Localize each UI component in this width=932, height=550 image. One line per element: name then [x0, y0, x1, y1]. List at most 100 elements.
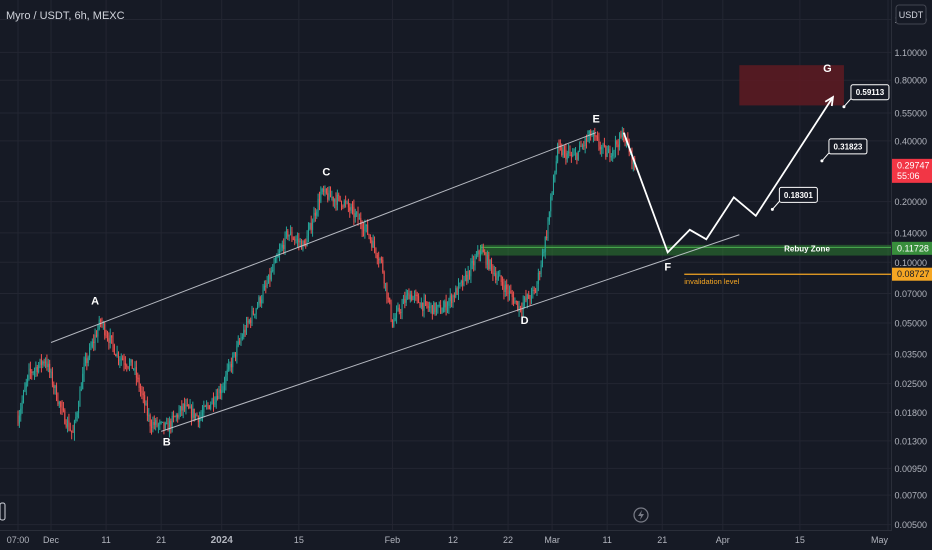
- candle-body: [298, 239, 300, 243]
- candle-body: [287, 230, 289, 237]
- candle-body: [131, 359, 133, 369]
- candle-body: [602, 144, 604, 148]
- tradingview-logo-icon[interactable]: [0, 502, 6, 521]
- candle-body: [475, 255, 477, 258]
- candle-body: [195, 414, 197, 418]
- candle-body: [614, 141, 616, 150]
- candle-body: [620, 133, 622, 138]
- candle-body: [449, 295, 451, 301]
- candle-body: [211, 398, 213, 405]
- price-tick-label: 0.01800: [894, 408, 927, 418]
- time-axis[interactable]: 07:00 Dec 11 21 2024 15 Feb 12 22 Mar 11 21 Apr 15 May: [0, 530, 892, 547]
- candle-body: [223, 383, 225, 387]
- candle-body: [429, 306, 431, 308]
- candle-body: [390, 302, 392, 320]
- candle-body: [409, 294, 411, 300]
- candle-body: [386, 283, 388, 298]
- candle-body: [162, 421, 164, 423]
- candle-body: [598, 138, 600, 147]
- candle-body: [32, 372, 34, 374]
- candle-body: [58, 401, 60, 405]
- replay-icon[interactable]: [633, 507, 649, 523]
- candle-body: [446, 305, 448, 311]
- candle-body: [530, 290, 532, 300]
- candle-body: [262, 289, 264, 300]
- candle-body: [345, 201, 347, 203]
- candle-body: [552, 181, 554, 192]
- price-tick-label: 0.03500: [894, 350, 927, 360]
- candle-body: [307, 229, 309, 236]
- candle-body: [464, 274, 466, 277]
- candle-body: [320, 191, 322, 202]
- candle-body: [555, 161, 557, 173]
- candle-body: [340, 200, 342, 207]
- price-tick-label: 0.00700: [894, 491, 927, 501]
- candle-body: [623, 132, 625, 141]
- candle-body: [145, 403, 147, 406]
- overlays: A B C D E F G Rebuy Zone invalidation level 0.591…: [50, 63, 890, 448]
- candle-body: [214, 402, 216, 405]
- candle-body: [47, 363, 49, 368]
- candle-body: [284, 233, 286, 249]
- candle-body: [152, 422, 154, 429]
- candle-body: [133, 368, 135, 370]
- candle-body: [23, 391, 25, 401]
- candle-body: [181, 406, 183, 411]
- candle-body: [486, 255, 488, 265]
- price-tick-label: 0.07000: [894, 289, 927, 299]
- candle-body: [357, 212, 359, 220]
- candle-body: [160, 421, 162, 423]
- candle-body: [244, 329, 246, 333]
- currency-button[interactable]: USDT: [895, 4, 927, 25]
- candle-body: [350, 206, 352, 211]
- candle-body: [129, 362, 131, 368]
- candle-body: [369, 236, 371, 241]
- candle-body: [459, 283, 461, 285]
- candle-body: [368, 234, 370, 237]
- candle-body: [570, 154, 572, 156]
- candle-body: [265, 285, 267, 287]
- price-tick-label: 1.10000: [894, 48, 927, 58]
- candle-body: [612, 150, 614, 157]
- candle-body: [462, 280, 464, 286]
- replay-icon-bolt: [638, 510, 644, 520]
- candle-body: [335, 199, 337, 205]
- candle-body: [179, 406, 181, 412]
- candle-body: [20, 408, 22, 416]
- candle-body: [217, 395, 219, 399]
- candle-body: [515, 300, 517, 302]
- candle-body: [352, 206, 354, 208]
- candle-body: [166, 422, 168, 424]
- projection-path: [622, 96, 834, 255]
- candle-body: [127, 366, 129, 368]
- candle-body: [266, 283, 268, 286]
- candle-body: [186, 404, 188, 406]
- candle-body: [427, 305, 429, 308]
- candle-body: [324, 188, 326, 192]
- target-callout-line: [843, 98, 852, 108]
- price-axis[interactable]: 1.600001.100000.800000.550000.400000.200…: [891, 0, 932, 530]
- candle-body: [299, 241, 301, 243]
- candle-body: [155, 420, 157, 425]
- candle-body: [189, 406, 191, 409]
- candle-body: [135, 367, 137, 378]
- time-tick-label: Feb: [385, 535, 401, 545]
- candle-body: [283, 244, 285, 249]
- candle-body: [513, 297, 515, 304]
- candle-body: [296, 239, 298, 241]
- candle-body: [318, 198, 320, 202]
- candle-body: [53, 384, 55, 388]
- price-tick-label: 0.40000: [894, 136, 927, 146]
- candle-body: [247, 321, 249, 323]
- candle-body: [235, 352, 236, 357]
- candle-body: [45, 361, 47, 364]
- candle-body: [495, 273, 497, 280]
- rebuy-zone-label: Rebuy Zone: [784, 244, 830, 253]
- candle-body: [484, 252, 486, 254]
- candle-body: [140, 387, 142, 391]
- candles: [17, 126, 636, 441]
- candle-body: [317, 198, 319, 212]
- candle-body: [452, 295, 454, 304]
- candle-body: [396, 310, 398, 318]
